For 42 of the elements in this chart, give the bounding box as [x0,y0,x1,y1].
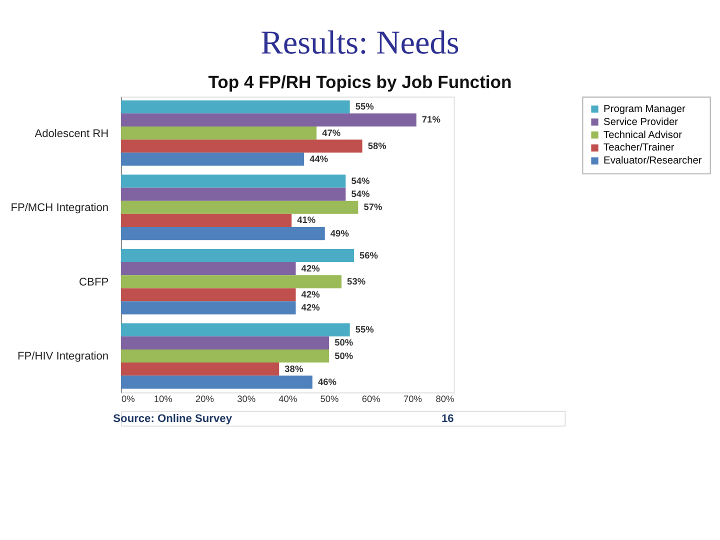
data-label: 54% [351,189,370,200]
x-tick-label: 50% [320,394,339,404]
text: 16 [441,412,454,425]
data-label: 44% [310,154,328,164]
legend-label: Evaluator/Researcher [604,156,702,167]
data-label: 41% [297,215,316,226]
data-label: 42% [301,290,320,300]
x-tick-label: 40% [278,394,298,404]
x-tick-label: 20% [195,394,214,404]
chart-title: Results: Needs [260,24,460,62]
data-label: 54% [351,176,370,186]
data-label: 42% [301,263,320,274]
y-tick-label: FP/HIV Integration [17,350,109,363]
x-tick-label: 0% [122,394,135,404]
legend-label: Program Manager [604,104,686,115]
legend-label: Teacher/Trainer [604,142,675,154]
data-label: 55% [355,102,374,112]
x-tick-label: 60% [362,394,380,404]
y-tick-label: FP/MCH Integration [10,202,109,214]
data-label: 71% [422,114,440,125]
data-label: 50% [334,338,354,348]
legend-label: Technical Advisor [604,130,683,141]
data-label: 57% [364,202,382,212]
data-label: 53% [347,276,366,286]
data-label: 42% [301,302,320,313]
data-label: 47% [322,128,341,138]
data-label: 49% [330,228,349,238]
data-label: 46% [318,376,336,387]
data-label: 55% [355,324,374,335]
data-label: 56% [360,250,378,260]
y-tick-label: CBFP [79,276,109,288]
x-tick-label: 80% [436,394,454,404]
x-tick-label: 70% [403,394,422,404]
data-label: 38% [284,364,304,374]
chart-subtitle: Top 4 FP/RH Topics by Job Function [208,72,512,92]
data-label: 50% [334,350,354,361]
data-label: 58% [368,140,386,151]
legend-label: Service Provider [604,116,679,128]
x-tick-label: 10% [154,394,172,404]
x-tick-label: 30% [237,394,256,404]
y-tick-label: Adolescent RH [34,128,109,140]
source-note: Source: Online Survey [113,412,233,425]
